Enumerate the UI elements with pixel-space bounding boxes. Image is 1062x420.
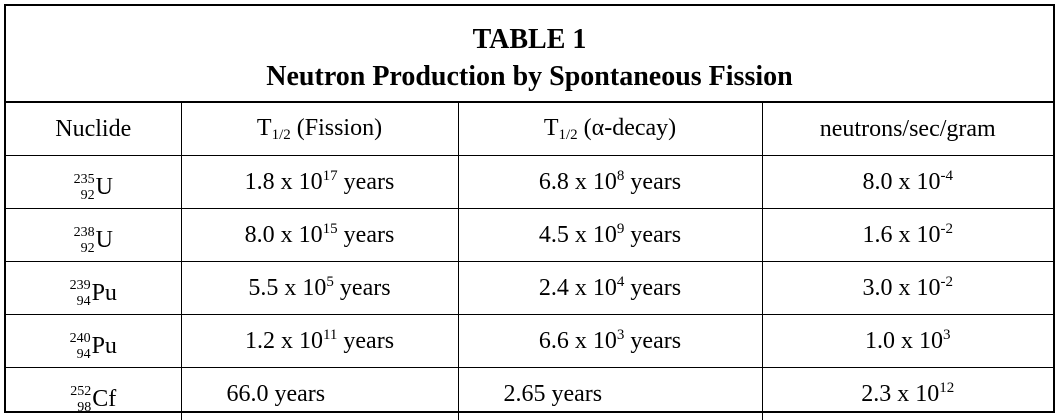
alpha-half-life-cell: 4.5 x 109 years bbox=[458, 209, 762, 262]
table-title: TABLE 1 bbox=[6, 21, 1053, 58]
fission-table: Nuclide T1/2 (Fission) T1/2 (α-decay) ne… bbox=[6, 103, 1053, 420]
fission-half-life-cell: 1.8 x 1017 years bbox=[181, 156, 458, 209]
neutron-rate-cell: 3.0 x 10-2 bbox=[762, 262, 1053, 315]
header-nuclide: Nuclide bbox=[6, 103, 181, 156]
fission-half-life-cell: 66.0 years bbox=[181, 368, 458, 420]
header-fission-half-life: T1/2 (Fission) bbox=[181, 103, 458, 156]
alpha-half-life-cell: 6.8 x 108 years bbox=[458, 156, 762, 209]
alpha-half-life-cell: 6.6 x 103 years bbox=[458, 315, 762, 368]
neutron-rate-cell: 1.0 x 103 bbox=[762, 315, 1053, 368]
alpha-half-life-cell: 2.65 years bbox=[458, 368, 762, 420]
header-row: Nuclide T1/2 (Fission) T1/2 (α-decay) ne… bbox=[6, 103, 1053, 156]
neutron-rate-cell: 1.6 x 10-2 bbox=[762, 209, 1053, 262]
neutron-rate-cell: 2.3 x 1012 bbox=[762, 368, 1053, 420]
fission-half-life-cell: 8.0 x 1015 years bbox=[181, 209, 458, 262]
table-subtitle: Neutron Production by Spontaneous Fissio… bbox=[6, 58, 1053, 95]
table-title-block: TABLE 1 Neutron Production by Spontaneou… bbox=[6, 6, 1053, 103]
table-frame: TABLE 1 Neutron Production by Spontaneou… bbox=[4, 4, 1055, 413]
neutron-rate-cell: 8.0 x 10-4 bbox=[762, 156, 1053, 209]
fission-half-life-cell: 5.5 x 105 years bbox=[181, 262, 458, 315]
header-alpha-half-life: T1/2 (α-decay) bbox=[458, 103, 762, 156]
header-neutron-rate: neutrons/sec/gram bbox=[762, 103, 1053, 156]
fission-half-life-cell: 1.2 x 1011 years bbox=[181, 315, 458, 368]
alpha-half-life-cell: 2.4 x 104 years bbox=[458, 262, 762, 315]
